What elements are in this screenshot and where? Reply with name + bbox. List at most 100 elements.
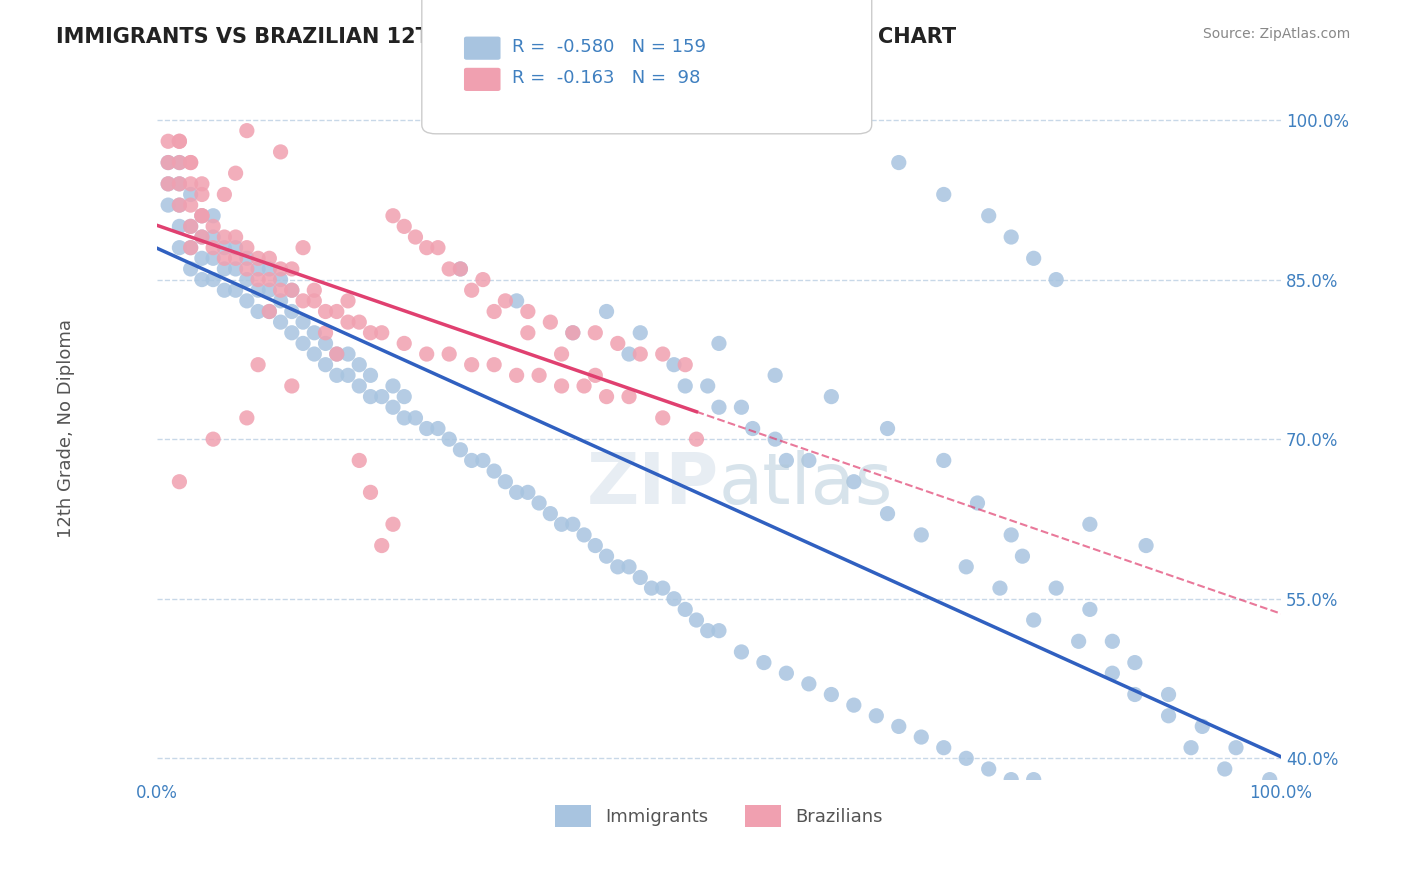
Y-axis label: 12th Grade, No Diploma: 12th Grade, No Diploma (58, 319, 75, 538)
Point (842, 698, 865, 713)
Point (1180, 837, 1202, 851)
Point (606, 336, 628, 351)
Point (247, 304, 270, 318)
Point (820, 688, 842, 702)
Point (392, 219, 415, 234)
Point (236, 123, 259, 137)
Point (304, 347, 326, 361)
Point (561, 517, 583, 532)
Point (191, 209, 214, 223)
Point (202, 432, 225, 446)
Point (437, 262, 460, 277)
Point (1022, 772, 1045, 787)
Point (270, 315, 292, 329)
Point (651, 581, 673, 595)
Point (1157, 826, 1180, 840)
Point (1258, 772, 1281, 787)
Point (449, 442, 471, 457)
Point (259, 304, 281, 318)
Point (292, 293, 315, 308)
Point (236, 252, 259, 266)
Point (225, 166, 247, 180)
Point (169, 134, 191, 148)
Point (259, 272, 281, 286)
Point (538, 507, 561, 521)
Point (662, 591, 685, 606)
Point (225, 252, 247, 266)
Point (977, 762, 1000, 776)
Point (326, 304, 349, 318)
Point (169, 241, 191, 255)
Point (460, 283, 482, 297)
Point (572, 379, 595, 393)
Point (292, 241, 315, 255)
Point (247, 358, 270, 372)
Point (236, 410, 259, 425)
Point (505, 485, 527, 500)
Point (326, 347, 349, 361)
Point (169, 155, 191, 169)
Point (977, 209, 1000, 223)
Point (236, 262, 259, 277)
Point (225, 230, 247, 244)
Point (763, 432, 786, 446)
Point (1225, 740, 1247, 755)
Point (360, 368, 382, 383)
Point (1067, 794, 1090, 808)
Point (696, 624, 718, 638)
Point (561, 326, 583, 340)
Point (1225, 857, 1247, 871)
Point (651, 410, 673, 425)
Point (202, 209, 225, 223)
Point (1123, 656, 1146, 670)
Point (270, 283, 292, 297)
Point (763, 368, 786, 383)
Point (349, 358, 371, 372)
Point (550, 347, 572, 361)
Point (550, 379, 572, 393)
Point (202, 219, 225, 234)
Point (381, 209, 404, 223)
Point (1067, 634, 1090, 648)
Point (1157, 708, 1180, 723)
Point (404, 230, 426, 244)
Text: IMMIGRANTS VS BRAZILIAN 12TH GRADE, NO DIPLOMA CORRELATION CHART: IMMIGRANTS VS BRAZILIAN 12TH GRADE, NO D… (56, 27, 956, 46)
Point (281, 304, 304, 318)
Point (180, 187, 202, 202)
Point (471, 272, 494, 286)
Point (752, 656, 775, 670)
Point (326, 347, 349, 361)
Point (1112, 815, 1135, 830)
Point (169, 134, 191, 148)
Point (191, 209, 214, 223)
Point (169, 155, 191, 169)
Text: atlas: atlas (718, 450, 893, 519)
Point (1101, 634, 1123, 648)
Point (180, 262, 202, 277)
Point (202, 241, 225, 255)
Point (214, 252, 236, 266)
Point (988, 581, 1011, 595)
Point (527, 496, 550, 510)
Point (236, 241, 259, 255)
Point (1135, 539, 1157, 553)
Point (460, 358, 482, 372)
Point (180, 155, 202, 169)
Point (304, 326, 326, 340)
Point (1157, 688, 1180, 702)
Point (955, 559, 977, 574)
Point (651, 347, 673, 361)
Point (371, 539, 394, 553)
Point (494, 293, 516, 308)
Point (337, 368, 360, 383)
Point (707, 401, 730, 415)
Point (932, 453, 955, 467)
Point (415, 241, 437, 255)
Text: ZIP: ZIP (586, 450, 718, 519)
Point (437, 432, 460, 446)
Point (304, 283, 326, 297)
Point (876, 421, 898, 435)
Point (180, 219, 202, 234)
Point (191, 209, 214, 223)
Point (1045, 581, 1067, 595)
